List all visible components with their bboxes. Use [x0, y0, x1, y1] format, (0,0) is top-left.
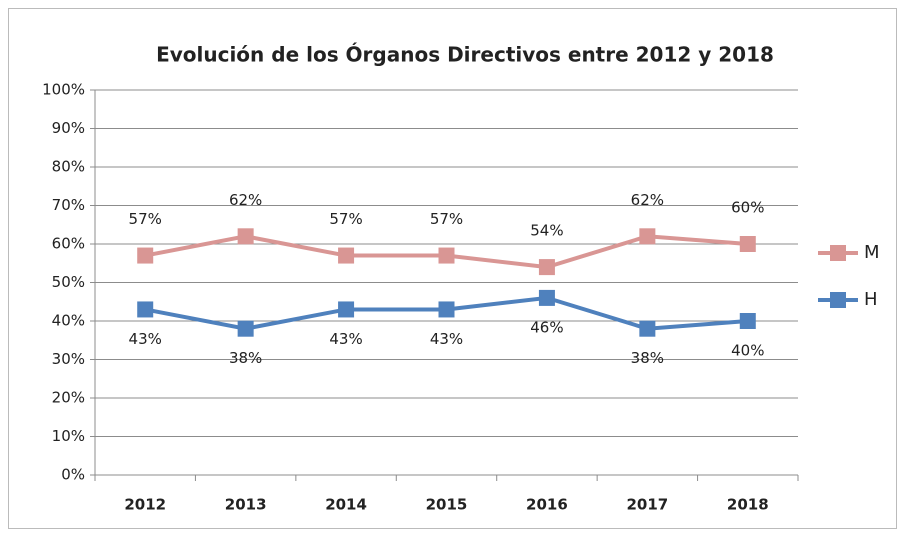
legend-marker	[830, 245, 846, 261]
marker	[237, 320, 254, 337]
y-tick-label: 0%	[61, 466, 85, 484]
x-tick-label: 2017	[626, 496, 668, 514]
marker	[438, 247, 455, 264]
y-tick-label: 20%	[52, 389, 85, 407]
data-label: 38%	[631, 349, 664, 367]
data-label: 57%	[430, 210, 463, 228]
marker	[739, 313, 756, 329]
chart-frame	[8, 8, 897, 529]
data-label: 40%	[731, 342, 764, 360]
y-tick-label: 40%	[52, 312, 85, 330]
legend-label: M	[864, 242, 880, 263]
marker	[639, 228, 656, 245]
marker	[137, 247, 154, 264]
y-tick-label: 50%	[52, 273, 85, 291]
x-tick-label: 2015	[426, 496, 468, 514]
x-tick-label: 2013	[225, 496, 267, 514]
marker	[739, 236, 756, 252]
y-tick-label: 70%	[52, 196, 85, 214]
data-label: 43%	[129, 330, 162, 348]
legend-label: H	[864, 289, 878, 310]
y-tick-label: 100%	[42, 81, 85, 99]
y-tick-label: 90%	[52, 119, 85, 137]
marker	[438, 301, 455, 318]
legend-marker	[830, 292, 846, 308]
data-label: 62%	[631, 191, 664, 209]
x-tick-label: 2016	[526, 496, 568, 514]
data-label: 57%	[129, 210, 162, 228]
x-tick-label: 2012	[124, 496, 166, 514]
data-label: 60%	[731, 199, 764, 217]
data-label: 57%	[329, 210, 362, 228]
marker	[338, 247, 355, 264]
x-tick-label: 2018	[727, 496, 769, 514]
chart-title: Evolución de los Órganos Directivos entr…	[156, 43, 774, 67]
y-tick-label: 30%	[52, 350, 85, 368]
marker	[137, 301, 154, 318]
data-label: 62%	[229, 191, 262, 209]
marker	[237, 228, 254, 245]
y-tick-label: 60%	[52, 235, 85, 253]
data-label: 46%	[530, 318, 563, 336]
marker	[538, 259, 555, 276]
marker	[338, 301, 355, 318]
y-tick-label: 10%	[52, 427, 85, 445]
marker	[639, 320, 656, 337]
data-label: 54%	[530, 222, 563, 240]
data-label: 43%	[430, 330, 463, 348]
x-tick-label: 2014	[325, 496, 367, 514]
y-tick-label: 80%	[52, 158, 85, 176]
marker	[538, 289, 555, 306]
data-label: 43%	[329, 330, 362, 348]
data-label: 38%	[229, 349, 262, 367]
